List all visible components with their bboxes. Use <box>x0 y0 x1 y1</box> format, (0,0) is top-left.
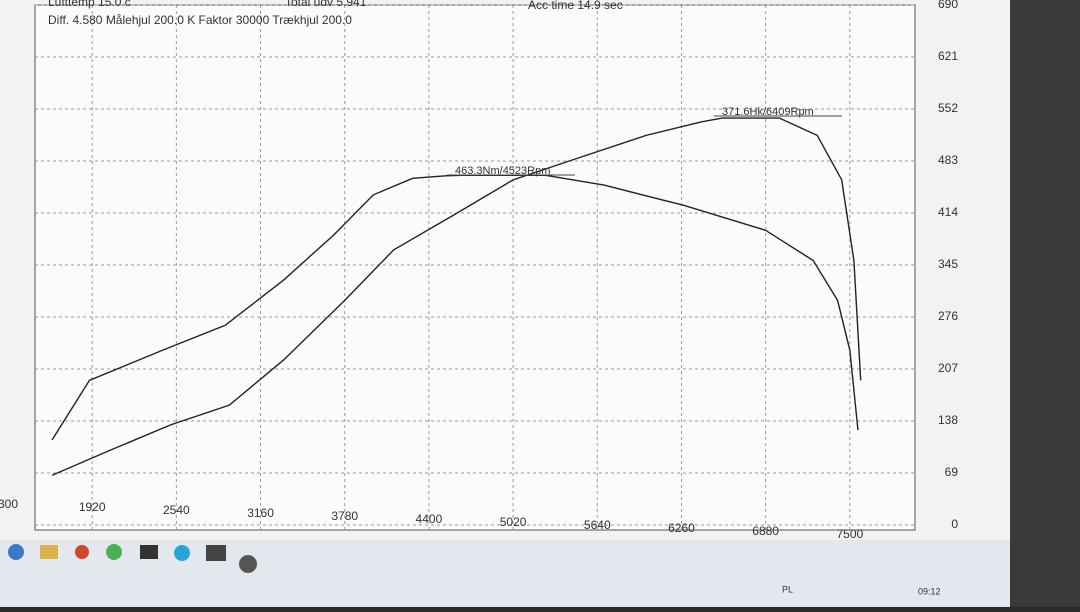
y-tick-label: 414 <box>938 205 958 219</box>
header-text: Acc time 14.9 sec <box>528 0 623 12</box>
x-tick-label: 3780 <box>331 509 358 523</box>
marks <box>51 117 862 476</box>
y-tick-label: 138 <box>938 413 958 427</box>
x-tick-label: 6880 <box>752 524 779 538</box>
y-tick-label: 276 <box>938 309 958 323</box>
y-tick-label: 0 <box>951 517 958 531</box>
x-tick-label: 1920 <box>79 500 106 514</box>
header-text: Total udv 5.941 <box>285 0 367 9</box>
curve <box>51 117 862 476</box>
annotation: 371.6Hk/6409Rpm <box>722 106 814 118</box>
y-tick-label: 345 <box>938 257 958 271</box>
taskbar-language: PL <box>782 584 793 594</box>
x-tick-label: 3160 <box>247 506 274 520</box>
x-tick-label: 4400 <box>416 512 443 526</box>
taskbar <box>0 540 1010 607</box>
x-tick-label: 5640 <box>584 518 611 532</box>
y-tick-label: 552 <box>938 101 958 115</box>
x-tick-label: 7500 <box>836 527 863 541</box>
header-text: Diff. 4.580 Målehjul 200.0 K Faktor 3000… <box>48 13 352 27</box>
y-tick-label: 690 <box>938 0 958 11</box>
y-tick-label: 69 <box>945 465 959 479</box>
curve <box>51 174 859 441</box>
bezel <box>1010 0 1080 607</box>
plot-frame <box>34 4 916 531</box>
y-tick-label: 621 <box>938 49 958 63</box>
y-tick-label: 483 <box>938 153 958 167</box>
x-tick-label: 2540 <box>163 503 190 517</box>
x-tick-label: 5020 <box>500 515 527 529</box>
annotation: 463.3Nm/4523Rpm <box>455 165 550 177</box>
header-text: Lufttemp 15.0 c <box>48 0 131 9</box>
x-tick-label: 6260 <box>668 521 695 535</box>
y-tick-label: 207 <box>938 361 958 375</box>
taskbar-clock: 09:12 <box>918 586 941 596</box>
x-tick-label: 300 <box>0 497 18 511</box>
taskbar-icons <box>8 544 257 573</box>
